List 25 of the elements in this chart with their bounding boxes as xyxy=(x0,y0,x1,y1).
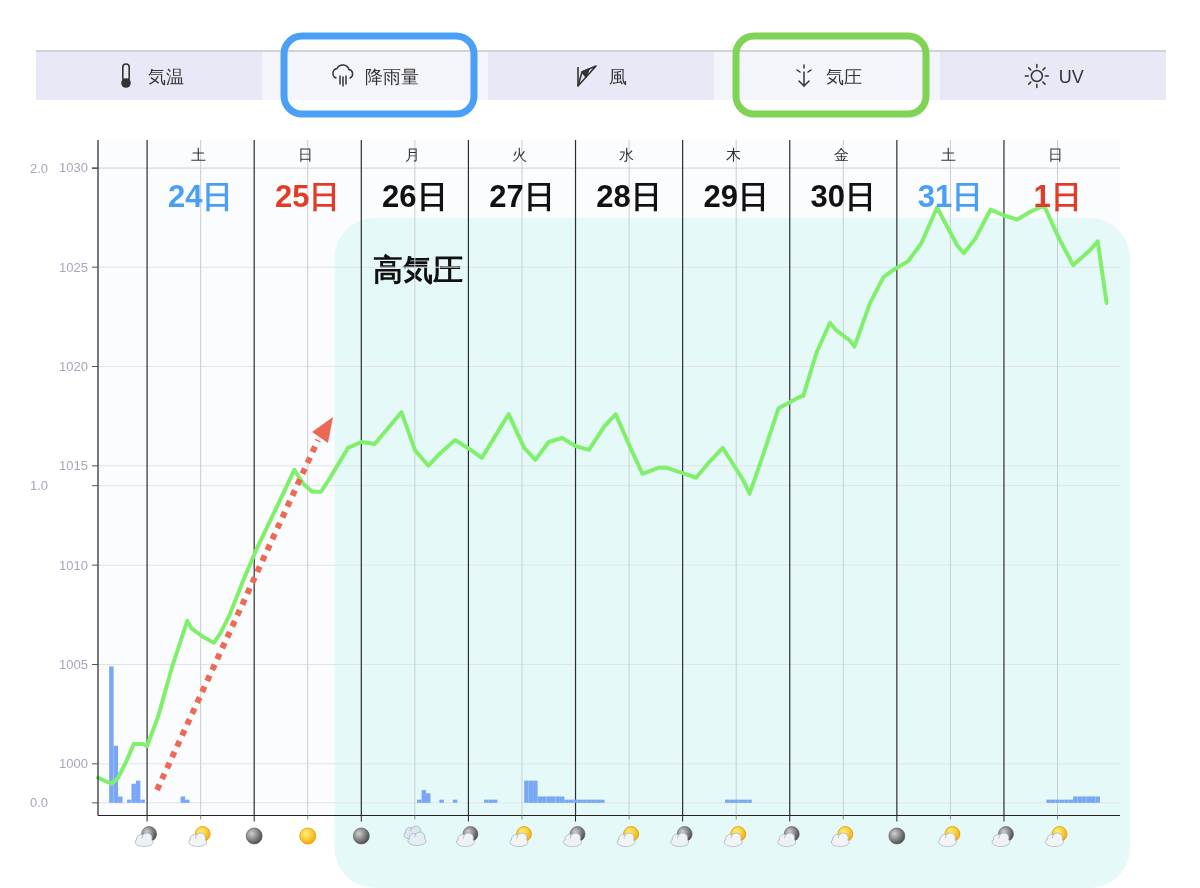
y-tick-label: 1015 xyxy=(59,458,88,474)
x-tick-label: 水 28日 xyxy=(596,146,662,214)
y-tick-label: 1010 xyxy=(59,557,88,573)
x-tick-label: 木 29日 xyxy=(703,146,769,214)
x-tick-label: 日 1日 xyxy=(1033,146,1082,214)
y-tick-label: 1000 xyxy=(59,756,88,772)
y2-tick-label: 2.0 xyxy=(29,161,48,177)
text: 気温 xyxy=(148,66,184,87)
text: 降雨量 xyxy=(365,66,419,87)
x-tick-label: 土 24日 xyxy=(167,146,234,214)
y-tick-label: 1020 xyxy=(59,358,88,374)
y-tick-label: 1030 xyxy=(59,160,88,176)
x-tick-label: 月 26日 xyxy=(382,146,448,214)
text: 気圧 xyxy=(826,66,862,87)
text: 風 xyxy=(609,66,627,87)
y-tick-label: 1005 xyxy=(59,657,88,673)
x-tick-label: 金 30日 xyxy=(810,146,877,214)
y2-tick-label: 0.0 xyxy=(29,795,48,811)
x-tick-label: 日 25日 xyxy=(275,146,341,214)
y-tick-label: 1025 xyxy=(59,259,88,275)
y2-tick-label: 1.0 xyxy=(29,478,48,494)
band-label: 高気圧 xyxy=(372,253,463,286)
x-tick-label: 火 27日 xyxy=(489,146,555,214)
x-tick-label: 土 31日 xyxy=(917,146,984,214)
text: UV xyxy=(1058,66,1084,87)
